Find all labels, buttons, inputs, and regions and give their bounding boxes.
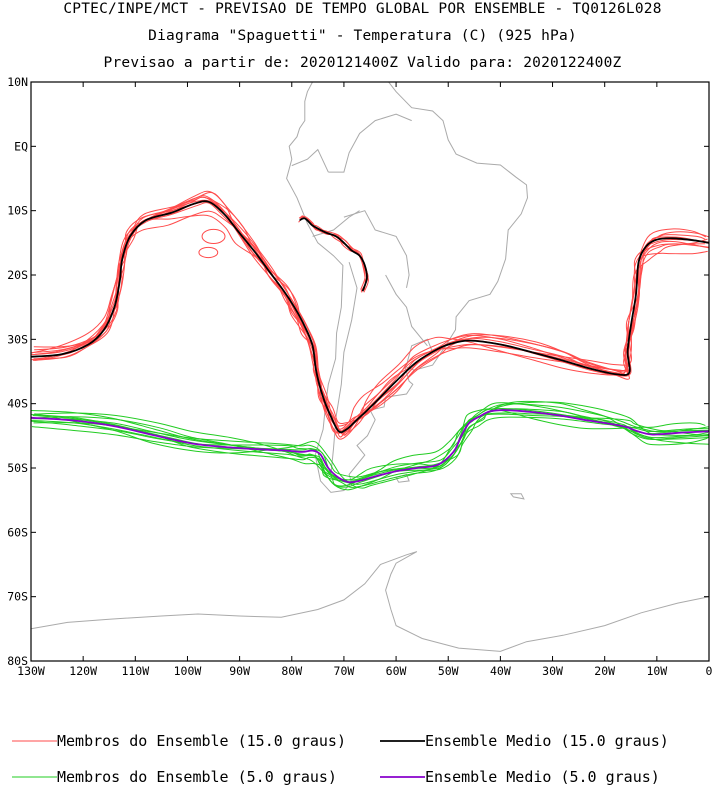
member-line-red-9 (31, 201, 709, 434)
country-border (406, 338, 434, 366)
south-america-coastline (286, 82, 529, 493)
y-tick-label: 20S (7, 268, 28, 282)
member-line-green-11 (32, 408, 709, 481)
x-tick-label: 20W (594, 664, 615, 678)
legend-label: Ensemble Medio (15.0 graus) (425, 732, 669, 750)
x-tick-label: 80W (281, 664, 302, 678)
x-tick-label: 130W (17, 664, 45, 678)
y-tick-label: 10N (7, 75, 28, 89)
chart-title-line-3: Previsao a partir de: 2020121400Z Valido… (103, 55, 622, 71)
legend-label: Membros do Ensemble (15.0 graus) (57, 732, 346, 750)
x-tick-label: 70W (334, 664, 355, 678)
y-tick-label: 60S (7, 525, 28, 539)
member-line-green-9 (31, 413, 709, 491)
x-tick-label: 0 (706, 664, 713, 678)
y-tick-label: 50S (7, 461, 28, 475)
x-tick-label: 10W (646, 664, 667, 678)
x-tick-label: 100W (174, 664, 202, 678)
member-line-green-5 (31, 407, 709, 483)
member-loop-red-2 (198, 246, 219, 259)
x-tick-label: 30W (542, 664, 563, 678)
country-border (385, 274, 428, 347)
chart-title-line-2: Diagrama "Spaguetti" - Temperatura (C) (… (148, 28, 577, 44)
x-tick-label: 40W (490, 664, 511, 678)
country-border (328, 113, 412, 173)
member-line-red-6 (31, 210, 708, 430)
y-tick-label: 10S (7, 204, 28, 218)
mean-line-15-graus-andes (299, 217, 368, 292)
y-tick-label: 80S (7, 654, 28, 668)
member-line-green-8 (31, 402, 709, 484)
mean-line-15-graus (31, 200, 709, 434)
member-line-red-8 (31, 202, 709, 432)
country-border (343, 210, 410, 288)
south-georgia (509, 493, 525, 500)
y-tick-label: 30S (7, 332, 28, 346)
map-coastlines (31, 82, 709, 652)
legend-label: Ensemble Medio (5.0 graus) (425, 768, 660, 786)
plot-frame (30, 81, 710, 662)
member-line-red-7 (35, 195, 709, 436)
x-tick-label: 120W (69, 664, 97, 678)
country-border (291, 148, 329, 173)
chart-title-line-1: CPTEC/INPE/MCT - PREVISAO DE TEMPO GLOBA… (63, 1, 662, 17)
x-tick-label: 110W (121, 664, 149, 678)
member-line-red-5 (34, 196, 706, 434)
legend-label: Membros do Ensemble (5.0 graus) (57, 768, 337, 786)
country-border (312, 210, 360, 237)
y-tick-label: EQ (14, 139, 28, 153)
member-line-green-2 (32, 400, 708, 481)
x-tick-label: 60W (386, 664, 407, 678)
legend: Membros do Ensemble (15.0 graus) Ensemble… (12, 732, 669, 786)
member-line-red-2 (33, 196, 709, 434)
member-line-green-7 (34, 408, 706, 489)
antarctica-coastline (31, 551, 709, 652)
x-tick-label: 90W (229, 664, 250, 678)
x-tick-label: 50W (438, 664, 459, 678)
y-tick-label: 40S (7, 397, 28, 411)
mean-line-5-graus (31, 409, 709, 484)
y-tick-label: 70S (7, 590, 28, 604)
ensemble-means (31, 200, 709, 484)
member-loop-red-1 (201, 228, 226, 244)
country-border (330, 261, 358, 475)
